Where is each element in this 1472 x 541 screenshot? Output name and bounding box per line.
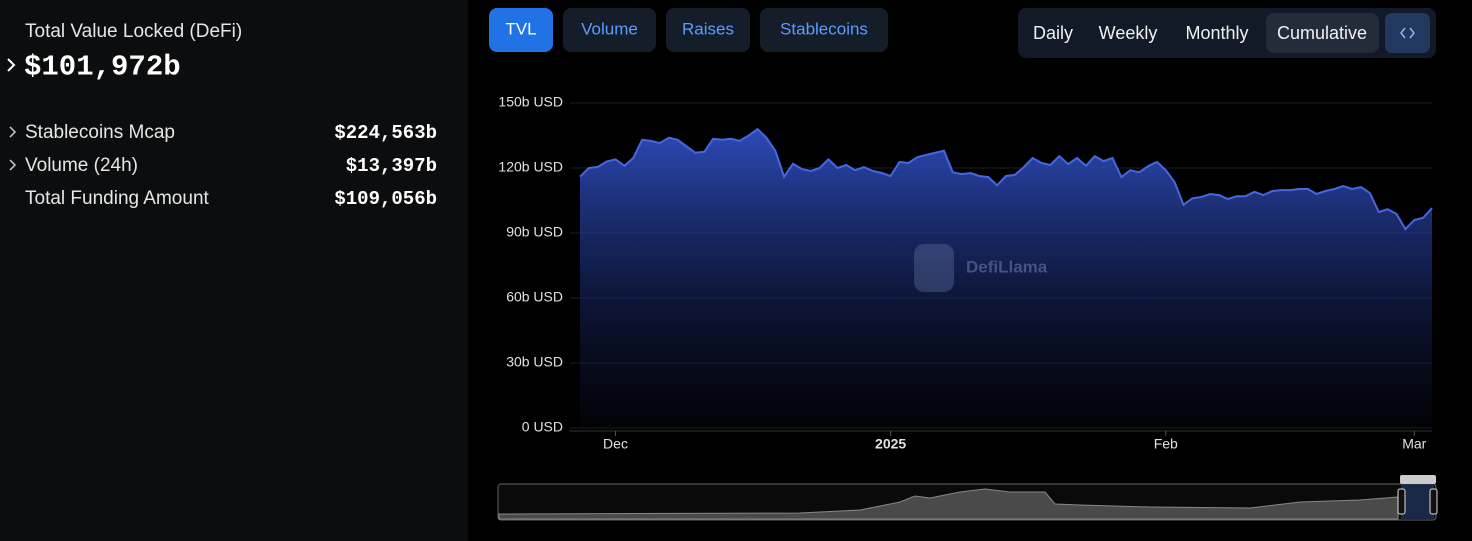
tab-label: Volume bbox=[581, 19, 638, 38]
brush-grip[interactable] bbox=[1400, 475, 1436, 484]
tab-label: TVL bbox=[505, 19, 536, 38]
tab-label: Raises bbox=[682, 19, 734, 38]
period-label[interactable]: Daily bbox=[1033, 23, 1073, 43]
watermark: DefiLlama bbox=[966, 257, 1048, 276]
sidebar-bg bbox=[0, 0, 468, 541]
stat-value: $109,056b bbox=[334, 188, 437, 210]
y-tick-label: 0 USD bbox=[522, 419, 563, 435]
x-tick-label: 2025 bbox=[875, 436, 906, 452]
tab-button[interactable] bbox=[563, 8, 656, 52]
stat-label: Volume (24h) bbox=[25, 155, 138, 176]
tab-button[interactable] bbox=[666, 8, 750, 52]
period-active[interactable] bbox=[1266, 13, 1379, 53]
stat-value: $224,563b bbox=[334, 122, 437, 144]
y-tick-label: 90b USD bbox=[506, 224, 563, 240]
x-tick-label: Mar bbox=[1402, 436, 1426, 452]
embed-icon bbox=[1409, 27, 1415, 39]
chevron[interactable] bbox=[9, 159, 17, 171]
x-tick-label: Feb bbox=[1154, 436, 1178, 452]
y-tick-label: 150b USD bbox=[498, 94, 563, 110]
x-tick-label: Dec bbox=[603, 436, 628, 452]
stat-label: Stablecoins Mcap bbox=[25, 122, 175, 143]
tvl-title: Total Value Locked (DeFi) bbox=[25, 21, 242, 42]
period-label[interactable]: Monthly bbox=[1185, 23, 1248, 43]
stat-value: $13,397b bbox=[346, 155, 437, 177]
watermark-logo bbox=[914, 244, 954, 292]
tab-label: Stablecoins bbox=[780, 19, 868, 38]
line bbox=[579, 127, 1433, 231]
chevron[interactable] bbox=[9, 126, 17, 138]
tab-button[interactable] bbox=[760, 8, 888, 52]
period-label[interactable]: Weekly bbox=[1099, 23, 1158, 43]
stat-label: Total Funding Amount bbox=[25, 188, 210, 209]
area bbox=[580, 129, 1432, 428]
brush-handle[interactable] bbox=[1397, 488, 1406, 515]
y-tick-label: 120b USD bbox=[498, 159, 563, 175]
y-tick-label: 60b USD bbox=[506, 289, 563, 305]
embed-icon bbox=[1400, 27, 1406, 39]
y-tick-label: 30b USD bbox=[506, 354, 563, 370]
embed-button[interactable] bbox=[1385, 13, 1430, 53]
brush-area bbox=[498, 488, 1399, 520]
tab-button[interactable] bbox=[489, 8, 553, 52]
brush-handle[interactable] bbox=[1429, 488, 1438, 515]
brush-window[interactable] bbox=[1401, 484, 1434, 520]
tvl-value: $101,972b bbox=[24, 51, 181, 84]
chevron[interactable] bbox=[7, 58, 16, 72]
period-label[interactable]: Cumulative bbox=[1277, 23, 1367, 43]
